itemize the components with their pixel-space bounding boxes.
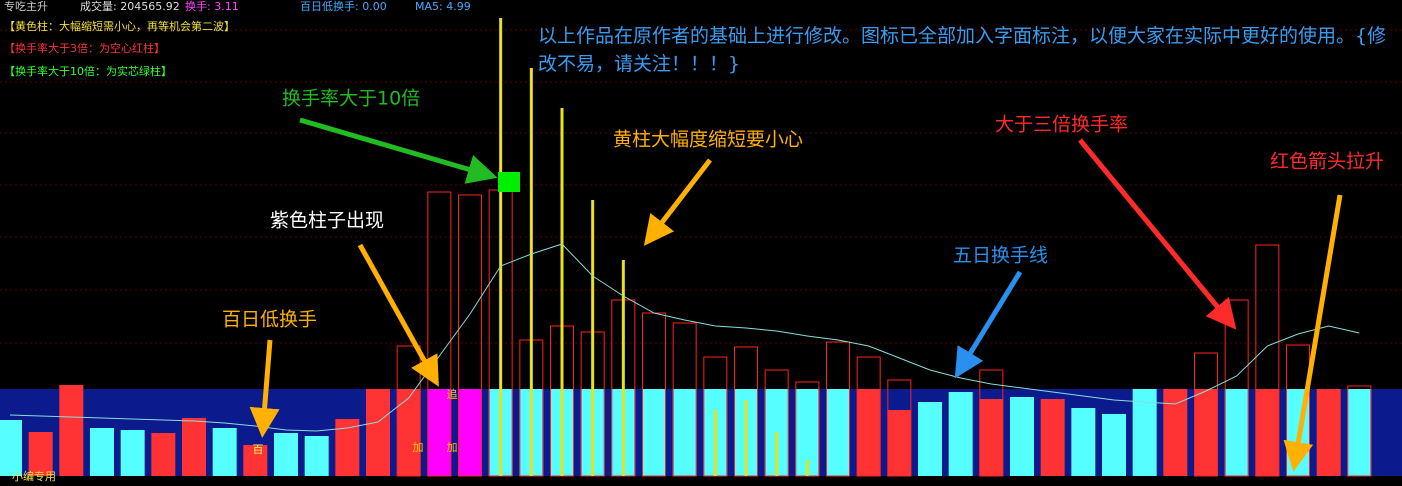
hollow-bar (672, 322, 697, 477)
low-bar (979, 399, 1004, 476)
yellow-bar (775, 432, 779, 476)
low-bar (948, 392, 973, 476)
low-bar (59, 385, 84, 476)
hollow-bar (427, 191, 452, 477)
header-item: 换手: 3.11 (185, 0, 239, 13)
low-bar (1316, 389, 1341, 476)
hollow-bar (458, 194, 482, 477)
low-bar (887, 410, 912, 476)
low-bar (1194, 389, 1218, 476)
low-bar (1040, 399, 1065, 476)
low-bar (366, 389, 390, 476)
hollow-bar (396, 345, 421, 477)
low-bar (90, 428, 114, 476)
low-bar (918, 402, 942, 476)
hollow-bar (1286, 344, 1310, 477)
annotation: 换手率大于10倍 (282, 88, 420, 110)
yellow-bar (499, 18, 503, 476)
header-item: MA5: 4.99 (415, 0, 471, 13)
low-bar (182, 418, 206, 476)
header-item: 成交量: 204565.92 (80, 0, 180, 13)
bar-mark: 加 (447, 441, 458, 454)
low-bar (1163, 389, 1188, 476)
low-bar (243, 445, 268, 476)
legend-note: 【黄色柱：大幅缩短需小心，再等机会第二波】 (4, 19, 235, 33)
low-bar (1347, 389, 1372, 476)
hollow-bar (979, 369, 1004, 477)
low-bar (1010, 397, 1034, 476)
low-bar (120, 430, 145, 476)
hollow-bar (1255, 244, 1280, 477)
low-bar (856, 389, 881, 476)
low-bar (427, 389, 452, 476)
legend-note: 【换手率大于3倍：为空心红柱】 (4, 41, 165, 55)
yellow-bar (744, 400, 748, 476)
yellow-bar (591, 200, 595, 476)
annotation: 百日低换手 (222, 309, 317, 331)
bar-mark: 百 (253, 443, 264, 456)
low-bar (396, 389, 421, 476)
low-bar (212, 428, 237, 476)
hollow-bar (856, 356, 881, 477)
intro-text: 以上作品在原作者的基础上进行修改。图标已全部加入字面标注，以便大家在实际中更好的… (538, 25, 1387, 75)
legend-note: 【换手率大于10倍：为实芯绿柱】 (4, 64, 172, 78)
low-bar (1255, 389, 1280, 476)
low-bar (826, 389, 850, 476)
hollow-bar (826, 341, 850, 477)
low-bar (151, 433, 176, 476)
low-bar (1132, 389, 1157, 476)
low-bar (1224, 389, 1249, 476)
hollow-bar (1347, 385, 1372, 477)
yellow-bar (529, 68, 533, 476)
low-bar (1102, 414, 1126, 476)
annotation: 紫色柱子出现 (270, 210, 384, 232)
footer: 小编专用 (12, 469, 56, 483)
ma5-line (9, 243, 1360, 432)
band (0, 389, 1402, 476)
yellow-bar (560, 108, 564, 476)
low-bar (0, 420, 22, 476)
annotation: 红色箭头拉升 (1270, 151, 1384, 173)
hollow-bar (1224, 299, 1249, 477)
annotation: 五日换手线 (953, 245, 1048, 267)
arrows (249, 117, 1343, 472)
yellow-bar (621, 260, 625, 476)
low-bar (672, 389, 697, 476)
low-bar (458, 389, 482, 476)
green-block (498, 172, 520, 192)
yellow-bar (713, 410, 717, 476)
yellow-bar (805, 460, 809, 476)
hollow-bar (1194, 352, 1218, 477)
low-bar (642, 389, 666, 476)
low-bar (1071, 408, 1096, 476)
hollow-bar (887, 379, 912, 477)
bar-mark: 加 (413, 441, 424, 454)
low-bar (304, 436, 329, 476)
grid (0, 29, 1402, 344)
annotation: 黄柱大幅度缩短要小心 (613, 129, 803, 151)
title: 专吃主升 (4, 0, 48, 13)
low-bar (274, 433, 298, 476)
low-bar (28, 432, 53, 476)
bar-mark: 追 (447, 387, 458, 401)
annotation: 大于三倍换手率 (995, 114, 1128, 136)
header-item: 百日低换手: 0.00 (300, 0, 387, 13)
